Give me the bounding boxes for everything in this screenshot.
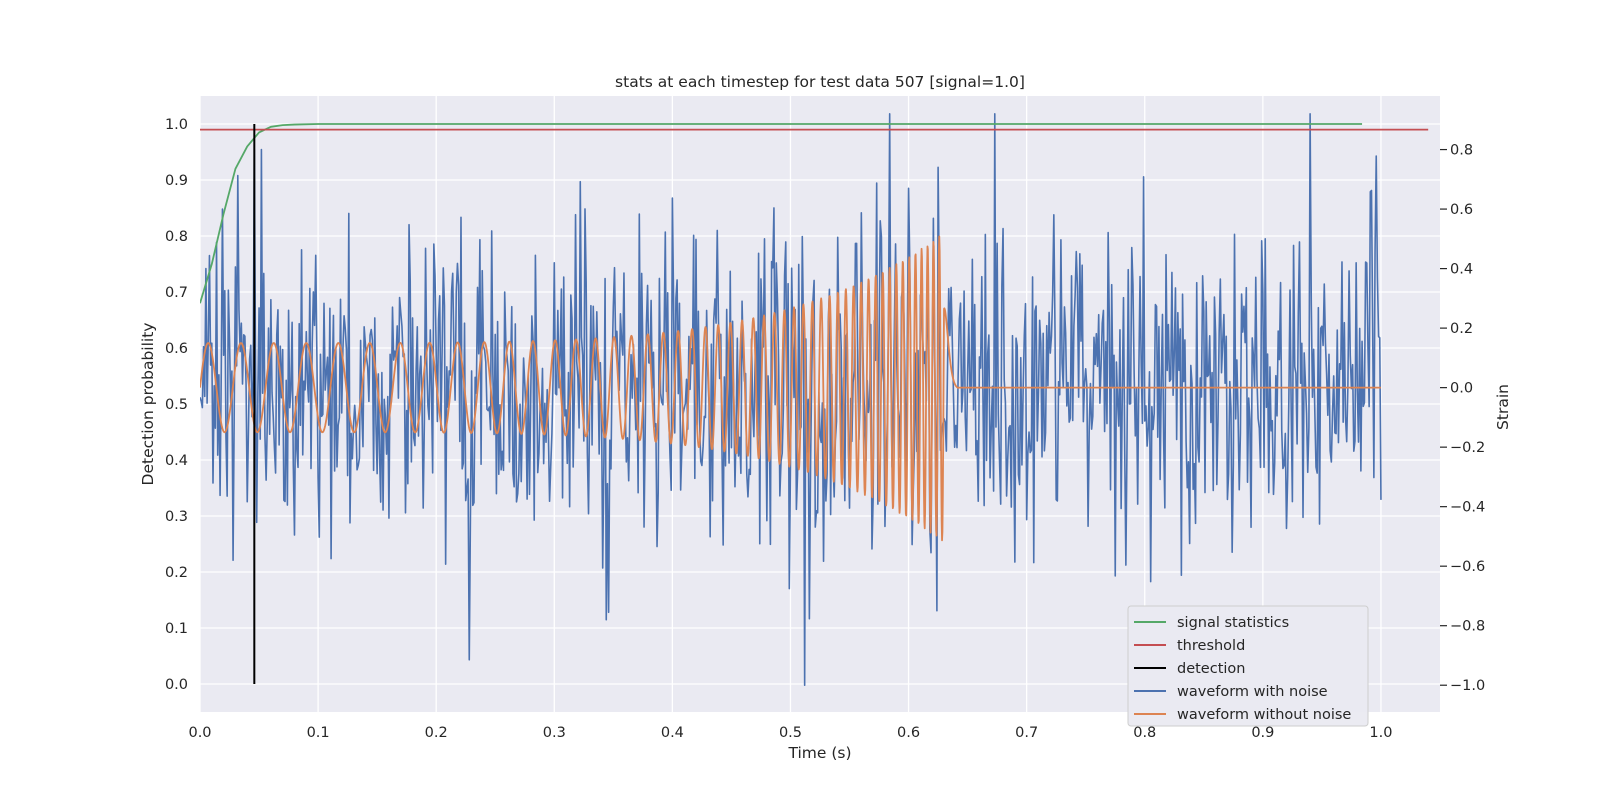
legend-label: signal statistics [1177, 615, 1289, 631]
y-tick-label-right: −0.4 [1450, 500, 1485, 516]
chart-title: stats at each timestep for test data 507… [615, 73, 1025, 91]
y-ticks-right: −1.0 −0.8 −0.6 −0.4 −0.2 0.0 0.2 0.4 0.6 0.8 [1440, 143, 1485, 694]
y-tick-label-right: −0.8 [1450, 619, 1485, 635]
x-tick-label: 0.0 [188, 725, 211, 741]
x-tick-label: 0.9 [1251, 725, 1274, 741]
y-tick-label-left: 0.8 [165, 229, 188, 245]
legend-frame [1127, 605, 1369, 727]
y-tick-label-left: 0.9 [165, 173, 188, 189]
x-tick-label: 0.1 [307, 725, 330, 741]
y-tick-label-right: 0.4 [1450, 262, 1473, 278]
legend: signal statistics threshold detection wavef… [1127, 605, 1369, 727]
y-tick-label-left: 0.5 [165, 397, 188, 413]
y-axis-label-right: Strain [1494, 384, 1512, 430]
series-line-signal-statistics [200, 123, 1363, 304]
x-tick-label: 0.5 [779, 725, 802, 741]
y-tick-label-right: −0.6 [1450, 559, 1485, 575]
y-tick-label-left: 0.4 [165, 453, 188, 469]
y-tick-label-left: 1.0 [165, 117, 188, 133]
y-tick-label-left: 0.1 [165, 621, 188, 637]
y-tick-label-right: 0.0 [1450, 381, 1473, 397]
y-tick-label-right: −0.2 [1450, 440, 1485, 456]
x-tick-label: 0.3 [543, 725, 566, 741]
y-tick-label-left: 0.0 [165, 677, 188, 693]
legend-label: waveform without noise [1177, 707, 1351, 723]
x-axis-label: Time (s) [787, 744, 851, 762]
y-tick-label-left: 0.6 [165, 341, 188, 357]
y-tick-label-right: −1.0 [1450, 678, 1485, 694]
y-ticks-left: 0.0 0.1 0.2 0.3 0.4 0.5 0.6 0.7 0.8 0.9 1.0 [165, 117, 188, 693]
y-tick-label-left: 0.7 [165, 285, 188, 301]
x-tick-label: 0.4 [661, 725, 684, 741]
legend-label: detection [1177, 661, 1245, 677]
x-tick-label: 0.6 [897, 725, 920, 741]
x-tick-label: 0.7 [1015, 725, 1038, 741]
y-tick-label-right: 0.2 [1450, 321, 1473, 337]
x-tick-label: 1.0 [1369, 725, 1392, 741]
x-ticks: 0.0 0.1 0.2 0.3 0.4 0.5 0.6 0.7 0.8 0.9 1.0 [188, 725, 1392, 741]
series-layer [200, 113, 1429, 687]
x-tick-label: 0.8 [1133, 725, 1156, 741]
legend-label: waveform with noise [1177, 684, 1328, 700]
y-tick-label-right: 0.6 [1450, 202, 1473, 218]
y-axis-label-left: Detection probability [139, 323, 157, 486]
y-tick-label-left: 0.2 [165, 565, 188, 581]
x-tick-label: 0.2 [425, 725, 448, 741]
y-tick-label-left: 0.3 [165, 509, 188, 525]
legend-label: threshold [1177, 638, 1245, 654]
y-tick-label-right: 0.8 [1450, 143, 1473, 159]
series-line-waveform-without-noise [200, 235, 1382, 542]
